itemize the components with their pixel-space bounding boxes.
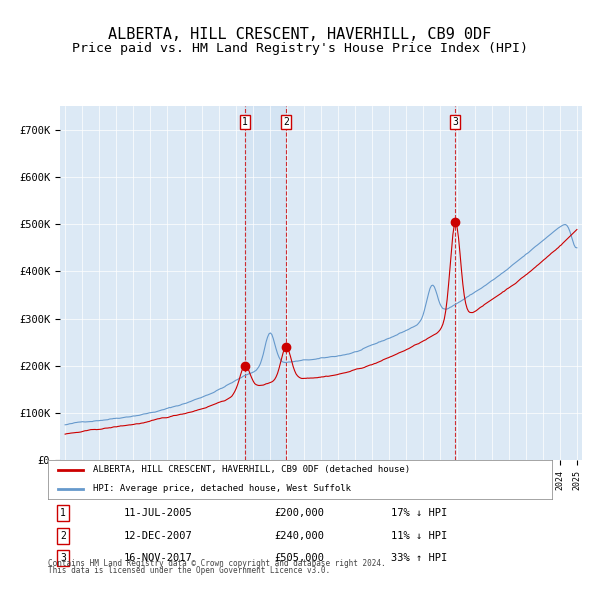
Text: 11% ↓ HPI: 11% ↓ HPI (391, 531, 447, 540)
Text: 33% ↑ HPI: 33% ↑ HPI (391, 553, 447, 563)
Bar (245, 106, 286, 460)
Text: Contains HM Land Registry data © Crown copyright and database right 2024.: Contains HM Land Registry data © Crown c… (48, 559, 386, 568)
Text: Price paid vs. HM Land Registry's House Price Index (HPI): Price paid vs. HM Land Registry's House … (72, 42, 528, 55)
Text: 2: 2 (283, 117, 289, 127)
Text: 12-DEC-2007: 12-DEC-2007 (124, 531, 193, 540)
Text: 3: 3 (60, 553, 66, 563)
Text: 11-JUL-2005: 11-JUL-2005 (124, 509, 193, 518)
Text: 1: 1 (60, 509, 66, 518)
Text: 2: 2 (60, 531, 66, 540)
Text: £505,000: £505,000 (275, 553, 325, 563)
Text: £200,000: £200,000 (275, 509, 325, 518)
Text: ALBERTA, HILL CRESCENT, HAVERHILL, CB9 0DF (detached house): ALBERTA, HILL CRESCENT, HAVERHILL, CB9 0… (94, 466, 410, 474)
Text: £240,000: £240,000 (275, 531, 325, 540)
Text: This data is licensed under the Open Government Licence v3.0.: This data is licensed under the Open Gov… (48, 566, 330, 575)
Text: ALBERTA, HILL CRESCENT, HAVERHILL, CB9 0DF: ALBERTA, HILL CRESCENT, HAVERHILL, CB9 0… (109, 27, 491, 41)
Text: HPI: Average price, detached house, West Suffolk: HPI: Average price, detached house, West… (94, 484, 352, 493)
Text: 1: 1 (242, 117, 248, 127)
Text: 16-NOV-2017: 16-NOV-2017 (124, 553, 193, 563)
Text: 3: 3 (452, 117, 458, 127)
Text: 17% ↓ HPI: 17% ↓ HPI (391, 509, 447, 518)
